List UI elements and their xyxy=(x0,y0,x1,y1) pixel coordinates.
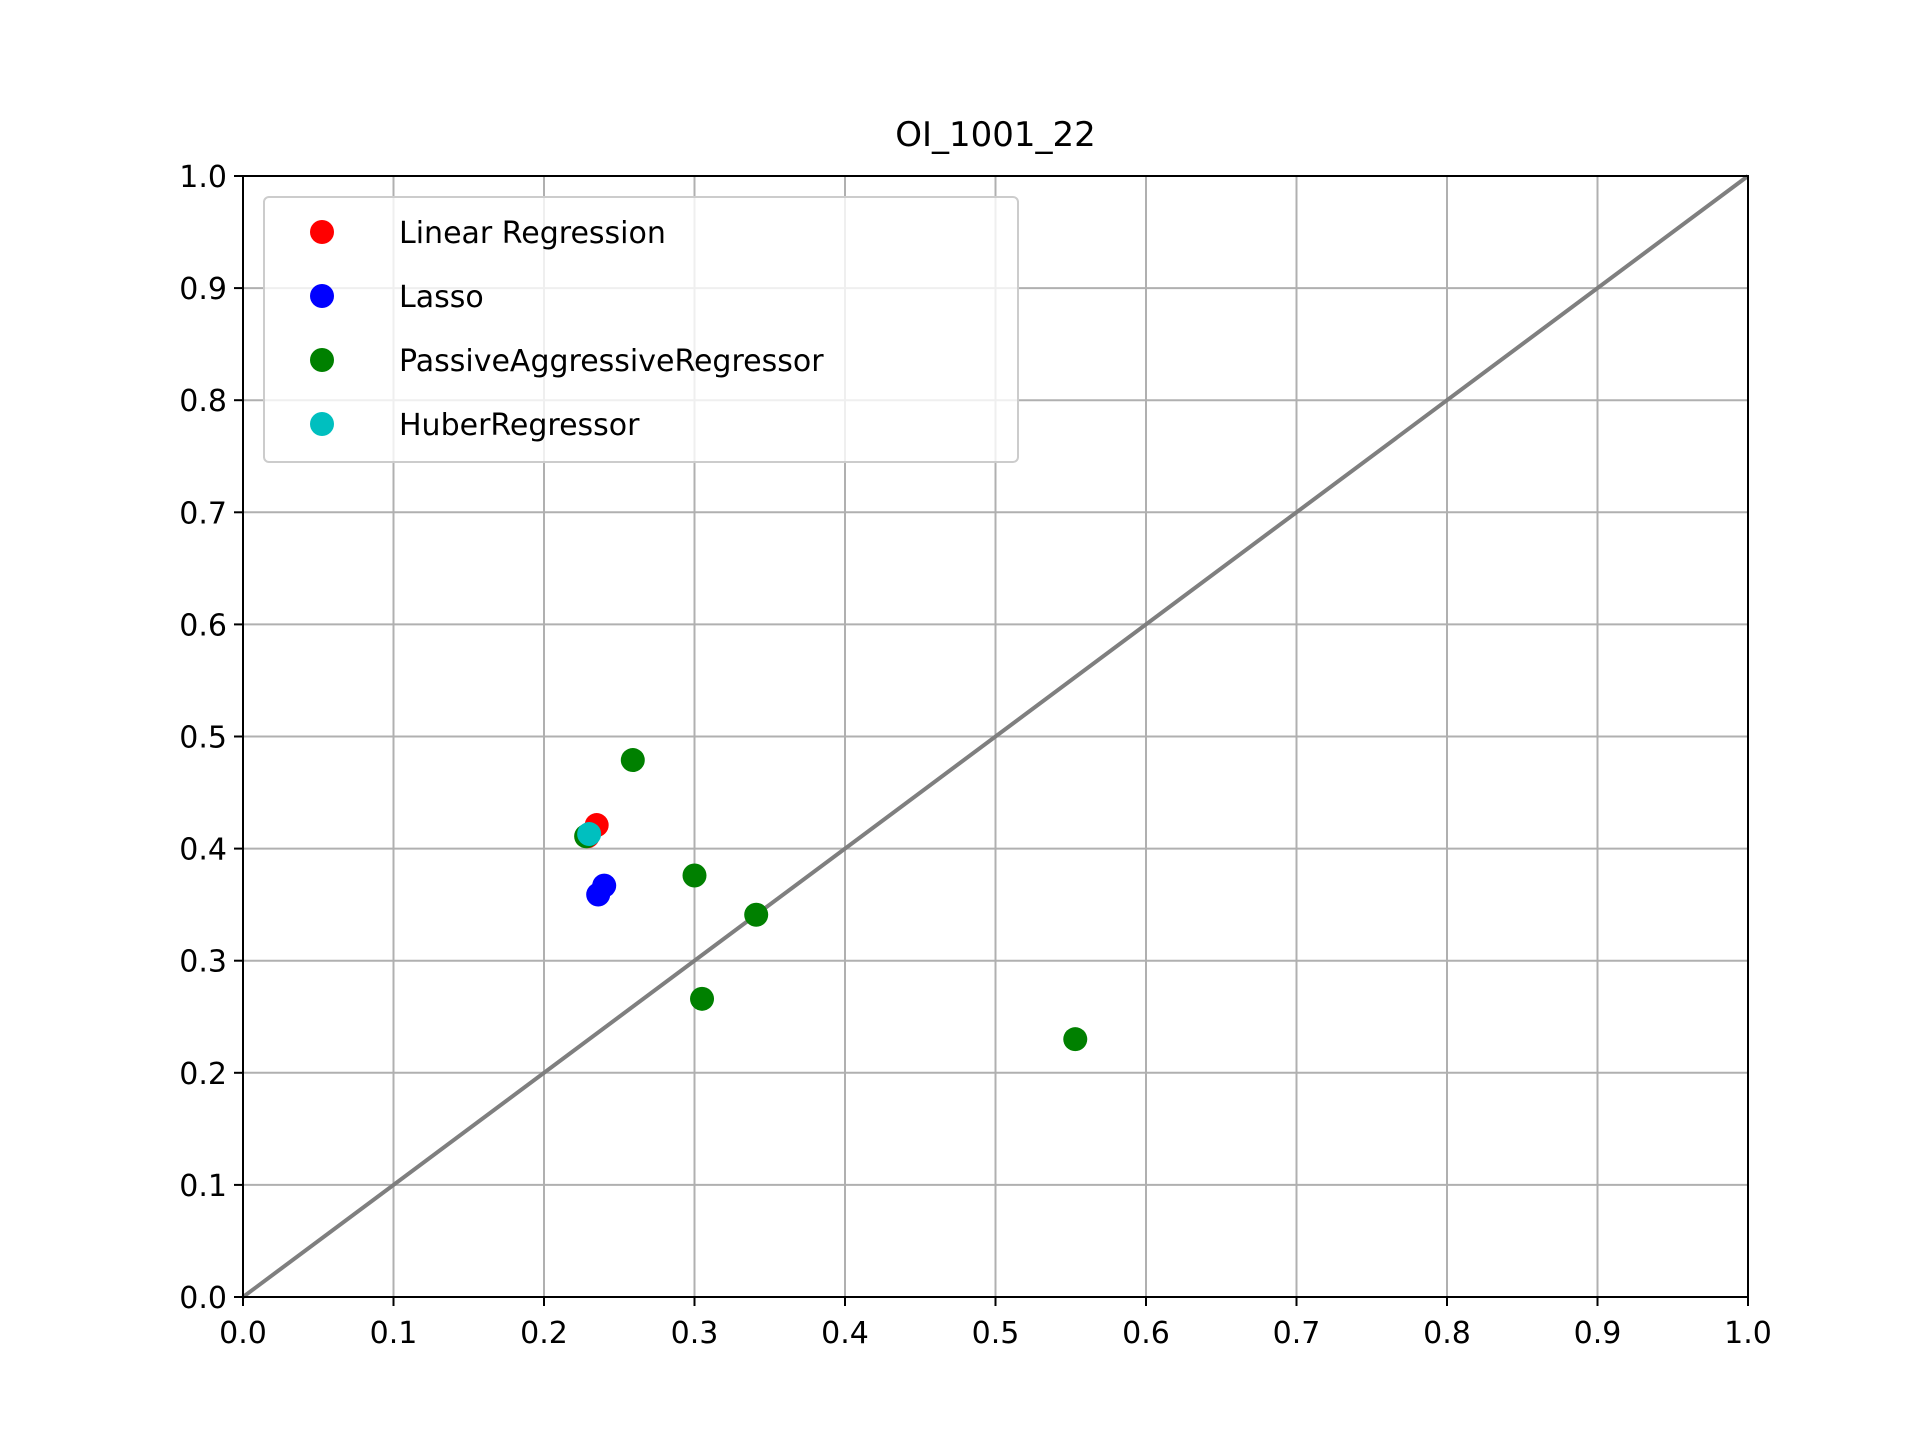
y-tick-label: 0.1 xyxy=(179,1169,227,1204)
reference-line xyxy=(241,174,1750,1299)
data-point-passiveaggressiveregressor xyxy=(690,986,715,1011)
x-tick-label: 1.0 xyxy=(1724,1316,1772,1351)
data-point-huberregressor xyxy=(577,822,602,847)
y-tick-label: 0.8 xyxy=(179,384,227,419)
x-tick-label: 0.5 xyxy=(972,1316,1020,1351)
legend-box xyxy=(263,196,1019,463)
axis-ticks: 0.0 0.1 0.2 0.3 0.4 0.5 0.6 0.7 0.8 0.9 1.0 0.0 0.1 0… xyxy=(179,160,1772,1351)
y-tick-label: 0.9 xyxy=(179,272,227,307)
x-tick-label: 0.6 xyxy=(1122,1316,1170,1351)
x-tick-label: 0.9 xyxy=(1574,1316,1622,1351)
x-tick-label: 0.4 xyxy=(821,1316,869,1351)
reference-line-group xyxy=(241,174,1750,1299)
y-tick-label: 0.5 xyxy=(179,721,227,756)
x-tick-label: 0.8 xyxy=(1423,1316,1471,1351)
y-tick-label: 0.0 xyxy=(179,1281,227,1316)
y-tick-label: 0.7 xyxy=(179,496,227,531)
legend-label-huberregressor: HuberRegressor xyxy=(399,408,640,443)
legend-marker-passiveaggressiveregressor xyxy=(310,348,334,372)
data-point-lasso xyxy=(586,882,611,907)
y-tick-label: 1.0 xyxy=(179,160,227,195)
data-point-passiveaggressiveregressor xyxy=(620,748,645,773)
y-tick-label: 0.3 xyxy=(179,945,227,980)
data-point-passiveaggressiveregressor xyxy=(1063,1027,1088,1052)
data-point-passiveaggressiveregressor xyxy=(744,902,769,927)
x-tick-label: 0.0 xyxy=(219,1316,267,1351)
data-points xyxy=(574,748,1088,1052)
legend-label-passiveaggressiveregressor: PassiveAggressiveRegressor xyxy=(399,344,824,379)
y-tick-label: 0.6 xyxy=(179,608,227,643)
legend: Linear Regression Lasso PassiveAggressiveR… xyxy=(263,196,1019,463)
legend-marker-linear-regression xyxy=(310,220,334,244)
data-point-passiveaggressiveregressor xyxy=(682,863,707,888)
legend-label-lasso: Lasso xyxy=(399,280,484,315)
chart-title: OI_1001_22 xyxy=(895,115,1096,155)
x-tick-label: 0.7 xyxy=(1273,1316,1321,1351)
legend-label-linear-regression: Linear Regression xyxy=(399,216,666,251)
x-tick-label: 0.1 xyxy=(370,1316,418,1351)
legend-entries: Linear Regression Lasso PassiveAggressiveR… xyxy=(310,216,824,443)
legend-marker-lasso xyxy=(310,284,334,308)
legend-marker-huberregressor xyxy=(310,412,334,436)
x-tick-label: 0.3 xyxy=(671,1316,719,1351)
y-tick-label: 0.2 xyxy=(179,1057,227,1092)
x-tick-label: 0.2 xyxy=(520,1316,568,1351)
y-tick-label: 0.4 xyxy=(179,833,227,868)
